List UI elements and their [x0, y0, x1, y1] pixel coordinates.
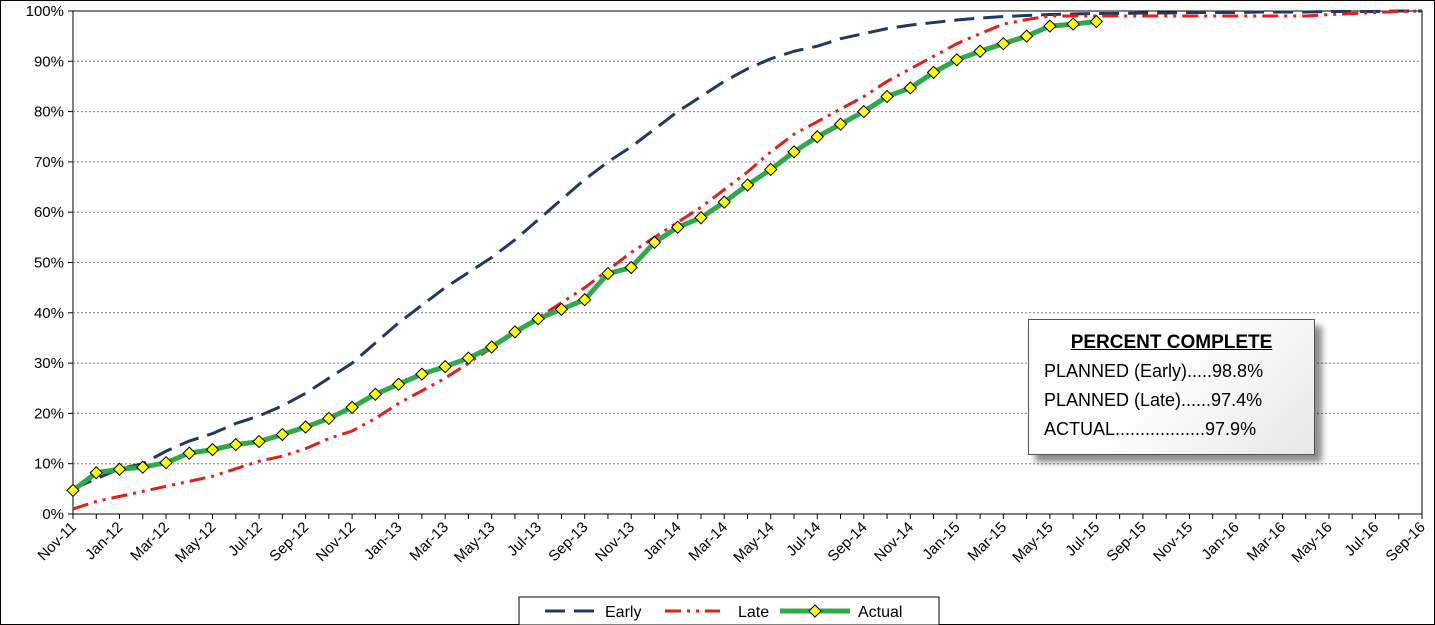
actual-data-point: [950, 53, 964, 67]
actual-data-point: [694, 211, 708, 225]
actual-data-point: [136, 460, 150, 474]
actual-data-point: [89, 466, 103, 480]
series-line-early: [72, 9, 1422, 491]
legend-marker-actual: [808, 604, 822, 618]
y-tick-label: 50%: [34, 255, 64, 272]
actual-data-point: [415, 367, 429, 381]
legend-label-early: Early: [605, 604, 641, 621]
actual-data-point: [554, 302, 569, 316]
actual-data-point: [833, 117, 848, 131]
actual-data-point: [926, 65, 941, 80]
actual-data-point: [1019, 29, 1034, 43]
actual-data-point: [717, 195, 731, 209]
actual-data-point: [322, 411, 336, 426]
actual-data-point: [810, 130, 824, 144]
actual-data-point: [391, 377, 406, 391]
planned-late-row: PLANNED (Late)......97.4%: [1044, 390, 1263, 410]
legend: Early Late Actual: [518, 596, 940, 625]
y-axis: 0% 10% 20% 30% 40% 50% 60% 70% 80% 90% 100%: [26, 3, 73, 523]
y-tick-label: 10%: [34, 456, 64, 473]
actual-data-point: [461, 351, 476, 365]
percent-complete-box: PERCENT COMPLETE PLANNED (Early).....98.…: [1028, 319, 1315, 455]
actual-data-point: [345, 400, 359, 415]
marker-layer: [66, 14, 1104, 498]
actual-data-point: [601, 266, 615, 281]
percent-complete-title: PERCENT COMPLETE: [1070, 332, 1273, 353]
actual-data-point: [182, 446, 197, 460]
actual-data-point: [764, 162, 778, 177]
y-tick-label: 70%: [34, 154, 64, 171]
y-tick-label: 20%: [34, 405, 64, 422]
actual-data-point: [671, 220, 685, 234]
actual-row: ACTUAL..................97.9%: [1044, 419, 1257, 439]
actual-data-point: [229, 437, 243, 452]
planned-early-row: PLANNED (Early).....98.8%: [1044, 361, 1264, 381]
actual-data-point: [438, 359, 452, 374]
actual-data-point: [159, 455, 173, 470]
y-tick-label: 90%: [34, 53, 64, 70]
actual-data-point: [740, 178, 755, 192]
actual-data-point: [298, 420, 313, 434]
actual-data-point: [624, 260, 638, 275]
actual-data-point: [112, 462, 127, 476]
actual-data-point: [368, 387, 383, 401]
actual-data-point: [531, 312, 545, 326]
y-tick-label: 100%: [26, 3, 64, 20]
actual-data-point: [275, 427, 290, 442]
actual-data-point: [857, 104, 871, 119]
actual-data-point: [252, 434, 266, 449]
actual-data-point: [66, 483, 80, 498]
y-tick-label: 30%: [34, 355, 64, 372]
actual-data-point: [973, 44, 987, 58]
actual-data-point: [577, 293, 592, 307]
legend-label-actual: Actual: [858, 604, 902, 621]
y-tick-label: 60%: [34, 204, 64, 221]
actual-data-point: [484, 340, 499, 354]
actual-data-point: [1066, 17, 1080, 31]
series-line-late: [72, 9, 1423, 511]
actual-data-point: [1043, 19, 1057, 33]
actual-data-point: [996, 36, 1011, 51]
actual-data-point: [508, 325, 522, 339]
y-tick-label: 80%: [34, 104, 64, 121]
actual-data-point: [205, 442, 220, 457]
legend-label-late: Late: [738, 604, 769, 621]
y-tick-label: 40%: [34, 305, 64, 322]
actual-data-point: [903, 81, 918, 95]
actual-data-point: [1089, 14, 1104, 29]
actual-data-point: [647, 235, 662, 250]
actual-data-point: [787, 145, 801, 159]
actual-data-point: [880, 89, 894, 104]
y-tick-label: 0%: [42, 506, 64, 523]
